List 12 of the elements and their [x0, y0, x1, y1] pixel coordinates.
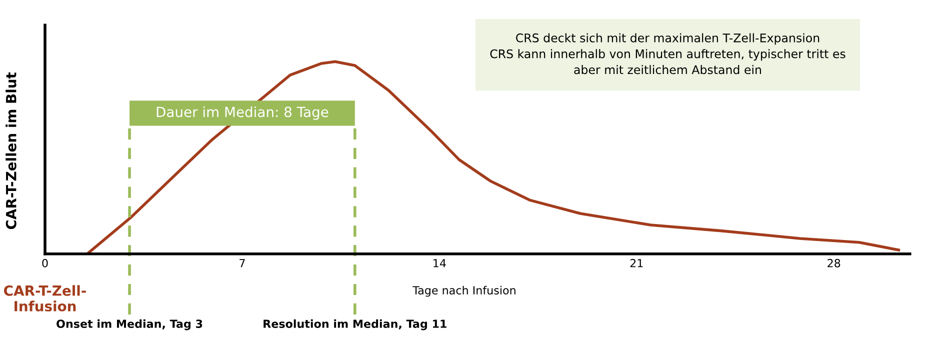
- text: CAR-T-Zell- Infusion: [4, 285, 86, 312]
- band-label: Dauer im Median: 8 Tage: [156, 106, 328, 120]
- x-axis-title: Tage nach Infusion: [412, 286, 516, 297]
- ref-line-label: Resolution im Median, Tag 11: [264, 319, 446, 330]
- x-tick-label: 14: [434, 259, 446, 268]
- y-axis-title: CAR-T-Zellen im Blut: [6, 72, 16, 230]
- x-tick-label: 7: [240, 259, 245, 268]
- ref-line-label: Onset im Median, Tag 3: [56, 319, 202, 330]
- x-tick-label: 28: [828, 258, 840, 268]
- x-tick-label: 21: [630, 258, 643, 268]
- x-tick-label: 0: [42, 258, 48, 268]
- annotation: CRS deckt sich mit der maximalen T-Zell-Expansion CRS kann innerhalb von Minuten auftreten, typischer tritt es aber mit zeitlichem Abstand ein: [490, 33, 846, 74]
